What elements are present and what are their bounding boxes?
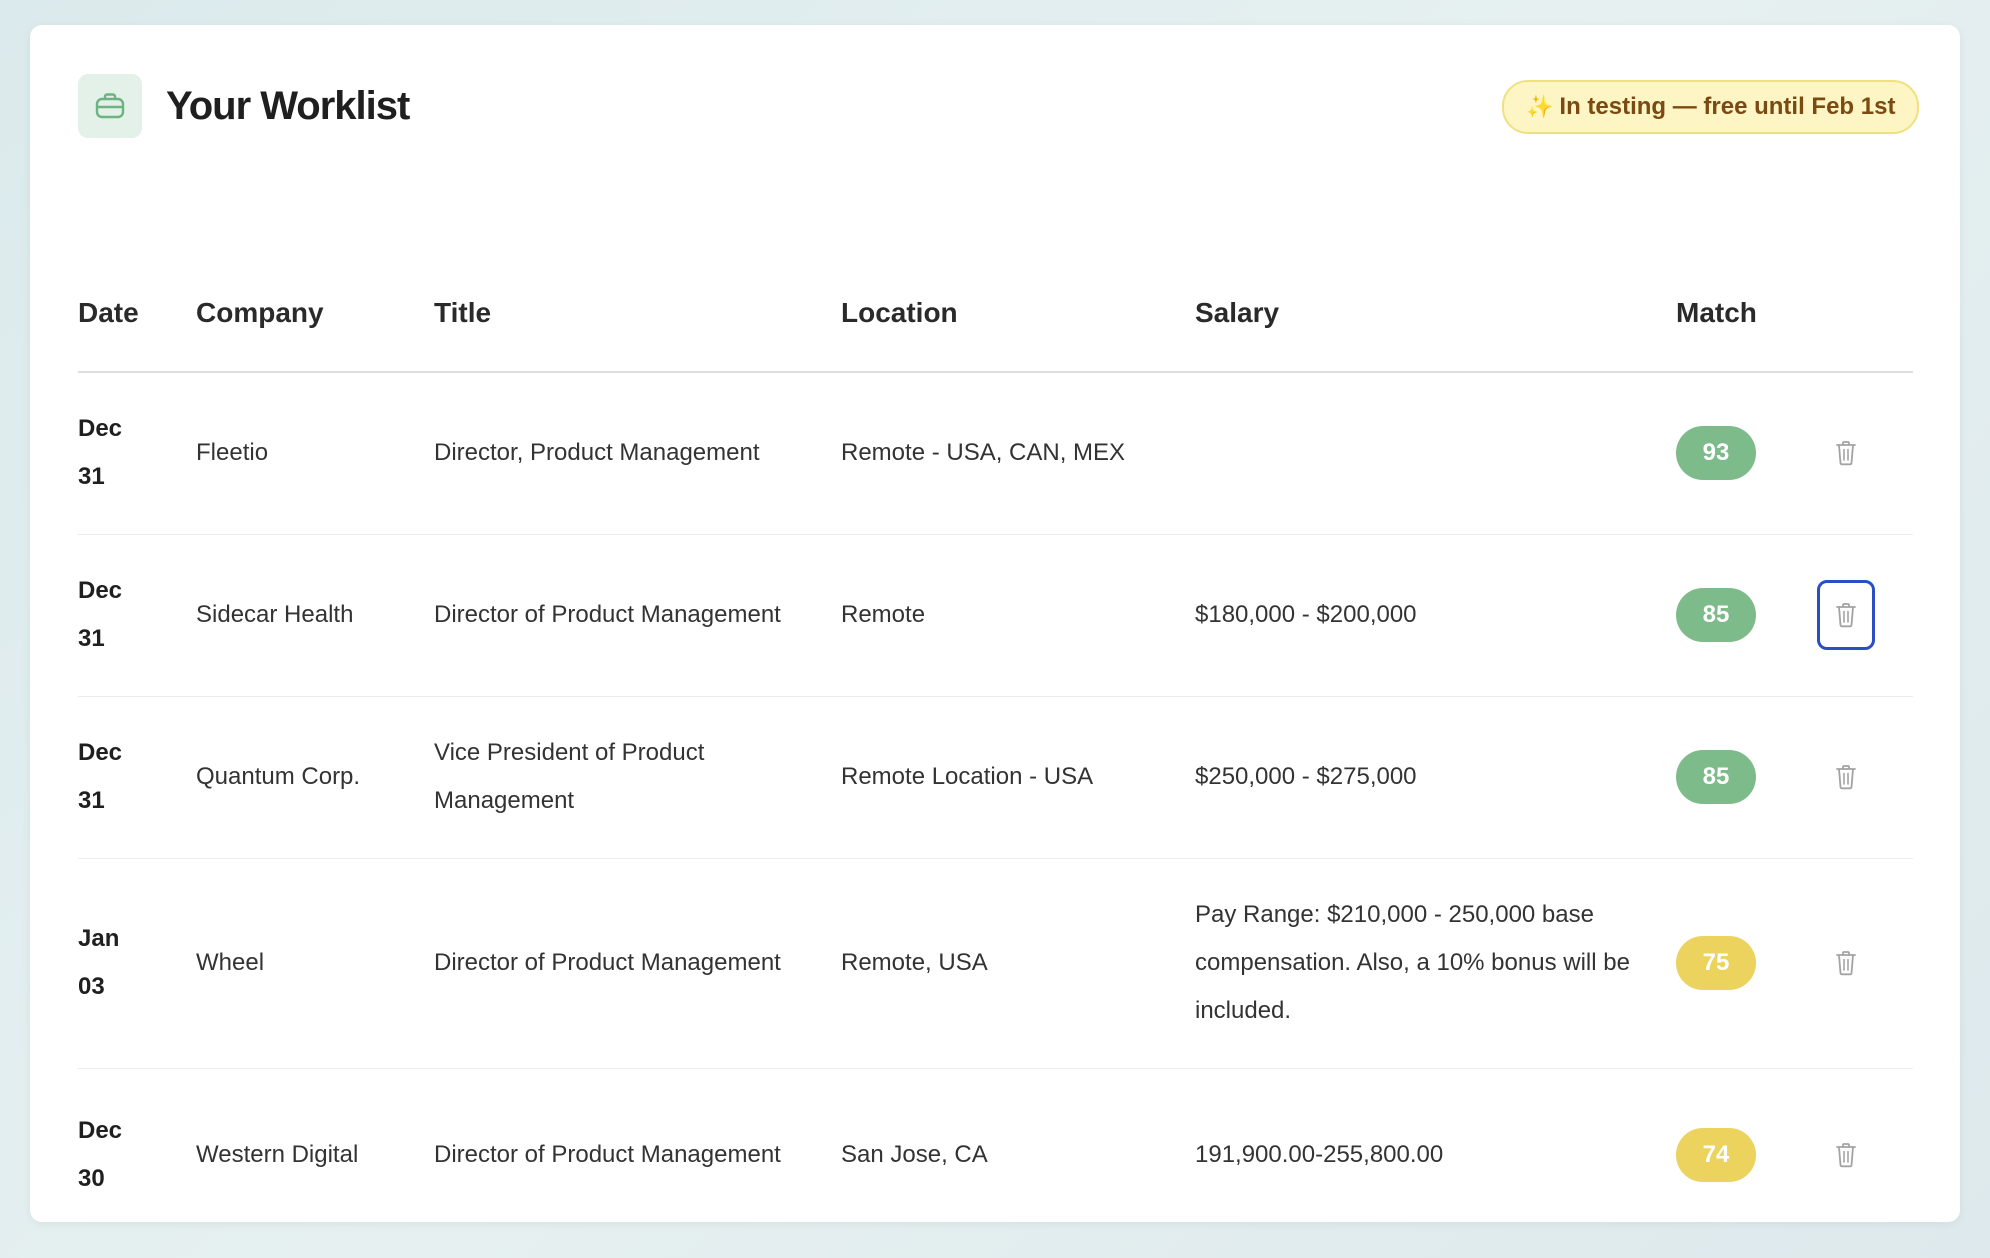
salary-cell: 191,900.00-255,800.00 [1195,1141,1444,1169]
date-month: Dec [78,577,123,604]
date-day: 30 [78,1165,105,1193]
title-cell: Vice President of Product Management [434,696,841,859]
company-cell: Wheel [196,858,434,1069]
match-score-badge: 74 [1676,1128,1756,1183]
match-score-badge: 85 [1676,750,1756,804]
date-cell: Dec 30 [78,1068,196,1242]
date-cell: Dec 31 [78,372,196,535]
testing-badge-label: In testing — free until Feb 1st [1559,93,1896,120]
table-row[interactable]: Dec 31 Sidecar Health Director of Produc… [78,534,1913,697]
date-cell: Dec 31 [78,534,196,697]
worklist-card: Your Worklist ✨ In testing — free until … [30,25,1960,1222]
match-cell: 74 [1676,1068,1811,1242]
actions-cell [1811,534,1913,697]
delete-button[interactable] [1817,1120,1875,1190]
page-title: Your Worklist [166,84,410,128]
company-cell: Sidecar Health [196,534,434,697]
salary-cell: $250,000 - $275,000 [1195,696,1676,859]
actions-cell [1811,858,1913,1069]
actions-cell [1811,696,1913,859]
company-cell: Western Digital [196,1141,359,1169]
delete-button[interactable] [1817,928,1875,998]
date-day: 31 [78,625,105,652]
briefcase-icon [78,74,142,138]
match-score-badge: 93 [1676,426,1756,481]
location-cell: Remote, USA [841,858,1195,1069]
title-cell: Director, Product Management [434,372,841,535]
date-month: Dec [78,415,123,443]
match-cell: 93 [1676,372,1811,535]
sparkle-icon: ✨ [1526,94,1554,119]
column-header-location[interactable]: Location [841,255,1195,373]
worklist-table: Date Company Title Location Salary Match… [78,255,1913,1242]
delete-button[interactable] [1817,418,1875,488]
trash-icon [1836,951,1856,976]
trash-icon [1836,1143,1856,1168]
testing-badge: ✨ In testing — free until Feb 1st [1502,80,1920,134]
match-cell: 85 [1676,696,1811,859]
table-row[interactable]: Dec 31 Quantum Corp. Vice President of P… [78,696,1913,859]
match-score-badge: 75 [1676,936,1756,990]
salary-cell [1195,372,1676,535]
title-cell: Director of Product Management [434,534,841,697]
actions-cell [1811,1068,1913,1242]
actions-cell [1811,372,1913,535]
column-header-salary[interactable]: Salary [1195,255,1676,373]
delete-button[interactable] [1817,742,1875,812]
title-cell: Director of Product Management [434,858,841,1069]
column-header-actions [1811,255,1913,373]
trash-icon [1836,441,1856,466]
table-row[interactable]: Dec 31 Fleetio Director, Product Managem… [78,372,1913,535]
match-score-badge: 85 [1676,588,1756,642]
column-header-company[interactable]: Company [196,255,434,373]
salary-cell: Pay Range: $210,000 - 250,000 base compe… [1195,858,1676,1069]
table-header-row: Date Company Title Location Salary Match [78,255,1913,373]
column-header-date[interactable]: Date [78,255,196,373]
delete-button[interactable] [1817,580,1875,650]
date-cell: Dec 31 [78,696,196,859]
company-cell: Quantum Corp. [196,696,434,859]
match-cell: 75 [1676,858,1811,1069]
trash-icon [1836,603,1856,628]
date-day: 03 [78,973,105,1000]
date-month: Dec [78,739,123,766]
location-cell: Remote - USA, CAN, MEX [841,372,1195,535]
column-header-title[interactable]: Title [434,255,841,373]
table-row[interactable]: Dec 30 Western Digital Director of Produ… [78,1068,1913,1242]
column-header-match[interactable]: Match [1676,255,1811,373]
date-cell: Jan 03 [78,858,196,1069]
location-cell: San Jose, CA [841,1141,988,1169]
match-cell: 85 [1676,534,1811,697]
title-cell: Director of Product Management [434,1141,781,1169]
company-cell: Fleetio [196,372,434,535]
date-month: Dec [78,1117,123,1145]
location-cell: Remote Location - USA [841,696,1195,859]
date-day: 31 [78,787,105,814]
table-row[interactable]: Jan 03 Wheel Director of Product Managem… [78,858,1913,1069]
location-cell: Remote [841,534,1195,697]
salary-cell: $180,000 - $200,000 [1195,534,1676,697]
trash-icon [1836,765,1856,790]
date-month: Jan [78,925,120,952]
date-day: 31 [78,463,105,491]
